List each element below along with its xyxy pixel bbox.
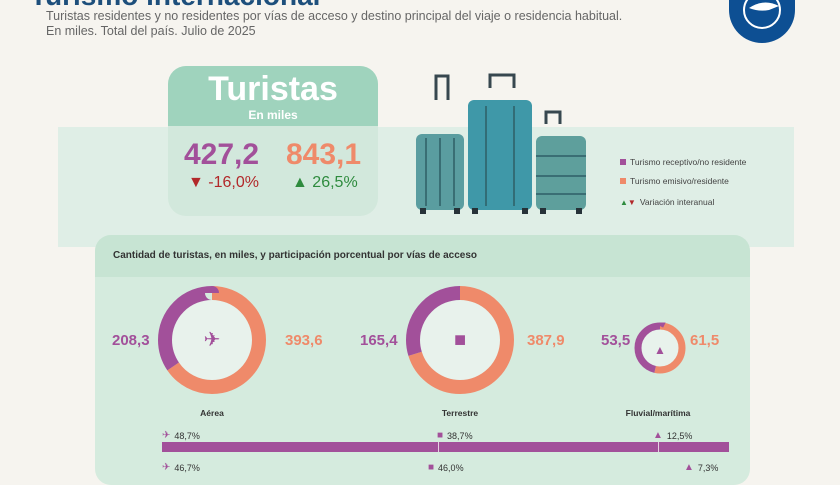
fluvial-receptive-arc — [634, 322, 686, 374]
car-icon: ■ — [437, 430, 444, 441]
summary-header — [168, 66, 378, 126]
aerea-receptive-value: 208,3 — [112, 332, 150, 349]
aerea-emissive-value: 393,6 — [285, 332, 323, 349]
legend-emissive: Turismo emisivo/residente — [620, 176, 729, 186]
airplane-icon: ✈ — [162, 462, 171, 473]
terrestre-receptive-share: ■ 38,7% — [437, 430, 473, 441]
receptive-total: 427,2 — [184, 138, 260, 171]
panel-header — [95, 235, 750, 277]
car-icon: ■ — [428, 462, 435, 473]
ship-icon: ▲ — [654, 343, 666, 357]
legend-swatch — [620, 178, 626, 184]
terrestre-receptive-value: 165,4 — [360, 332, 398, 349]
aerea-receptive-share: ✈ 48,7% — [162, 430, 200, 441]
fluvial-donut-center — [641, 329, 679, 367]
subtitle: Turistas residentes y no residentes por … — [46, 9, 623, 23]
terrestre-donut-center — [420, 300, 500, 380]
emissive-variation: ▲ 26,5% — [292, 174, 358, 191]
mode-label-aerea: Aérea — [200, 408, 224, 418]
emissive-total: 843,1 — [286, 138, 362, 171]
fluvial-emissive-value: 61,5 — [690, 332, 720, 349]
fluvial-receptive-value: 53,5 — [601, 332, 631, 349]
fluvial-receptive-share: ▲ 12,5% — [653, 430, 693, 441]
aerea-receptive-arc — [158, 286, 266, 394]
suitcases-illustration — [416, 73, 586, 214]
ship-icon: ▲ — [653, 430, 663, 441]
summary-unit: En miles — [248, 108, 298, 122]
aerea-emissive-share: ✈ 46,7% — [162, 462, 200, 473]
receptive-variation: ▼ -16,0% — [188, 174, 259, 191]
car-icon: ■ — [454, 329, 466, 351]
triangle-down-icon: ▼ — [188, 174, 204, 191]
subtitle-date: En miles. Total del país. Julio de 2025 — [46, 24, 256, 38]
receptive-share-bar — [162, 442, 729, 452]
tourists-summary-card: Turistas En miles 427,2 843,1 ▼ -16,0% ▲… — [168, 66, 378, 216]
terrestre-emissive-value: 387,9 — [527, 332, 565, 349]
aerea-donut-center — [172, 300, 252, 380]
ship-icon: ▲ — [684, 462, 694, 473]
bar-divider — [657, 442, 659, 452]
airplane-icon: ✈ — [162, 430, 171, 441]
fluvial-emissive-share: ▲ 7,3% — [684, 462, 719, 473]
mode-label-fluvial: Fluvial/marítima — [625, 408, 691, 418]
page-title: Turismo internacional — [30, 0, 320, 12]
airplane-icon: ✈ — [204, 329, 221, 351]
terrestre-emissive-share: ■ 46,0% — [428, 462, 464, 473]
summary-title: Turistas — [208, 70, 338, 108]
globe-plane-icon — [729, 0, 795, 43]
triangle-up-icon: ▲ — [292, 174, 308, 191]
legend-receptive: Turismo receptivo/no residente — [620, 157, 746, 167]
bar-divider — [438, 442, 440, 452]
donut-charts: ✈ ■ ▲ — [158, 286, 686, 394]
mode-label-terrestre: Terrestre — [441, 408, 479, 418]
panel-title: Cantidad de turistas, en miles, y partic… — [113, 250, 478, 261]
legend-swatch — [620, 159, 626, 165]
terrestre-receptive-arc — [406, 286, 514, 394]
legend-variation: ▲▼ Variación interanual — [620, 197, 715, 207]
